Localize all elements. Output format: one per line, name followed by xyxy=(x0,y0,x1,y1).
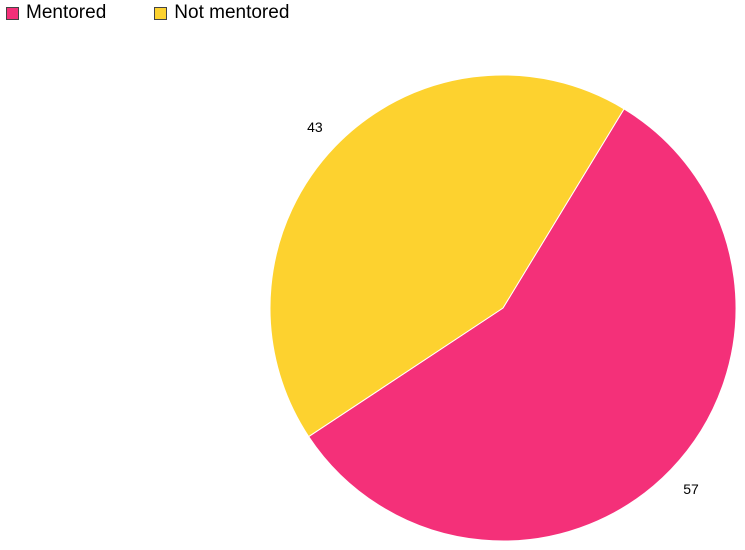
legend-label-not-mentored: Not mentored xyxy=(174,2,290,23)
pie-data-label-not-mentored: 43 xyxy=(307,119,323,135)
pie-slice-not-mentored xyxy=(269,74,625,438)
pie-slices xyxy=(269,74,737,542)
legend-swatch-not-mentored xyxy=(154,6,168,20)
chart-legend: Mentored Not mentored xyxy=(6,2,337,24)
legend-label-mentored: Mentored xyxy=(26,2,107,23)
legend-swatch-mentored xyxy=(6,6,19,20)
legend-item-mentored: Mentored xyxy=(6,2,106,24)
pie-slice-mentored xyxy=(308,108,737,542)
pie-labels: 57 43 xyxy=(307,119,699,497)
legend-item-not-mentored: Not mentored xyxy=(154,2,289,24)
pie-data-label-mentored: 57 xyxy=(683,481,699,497)
